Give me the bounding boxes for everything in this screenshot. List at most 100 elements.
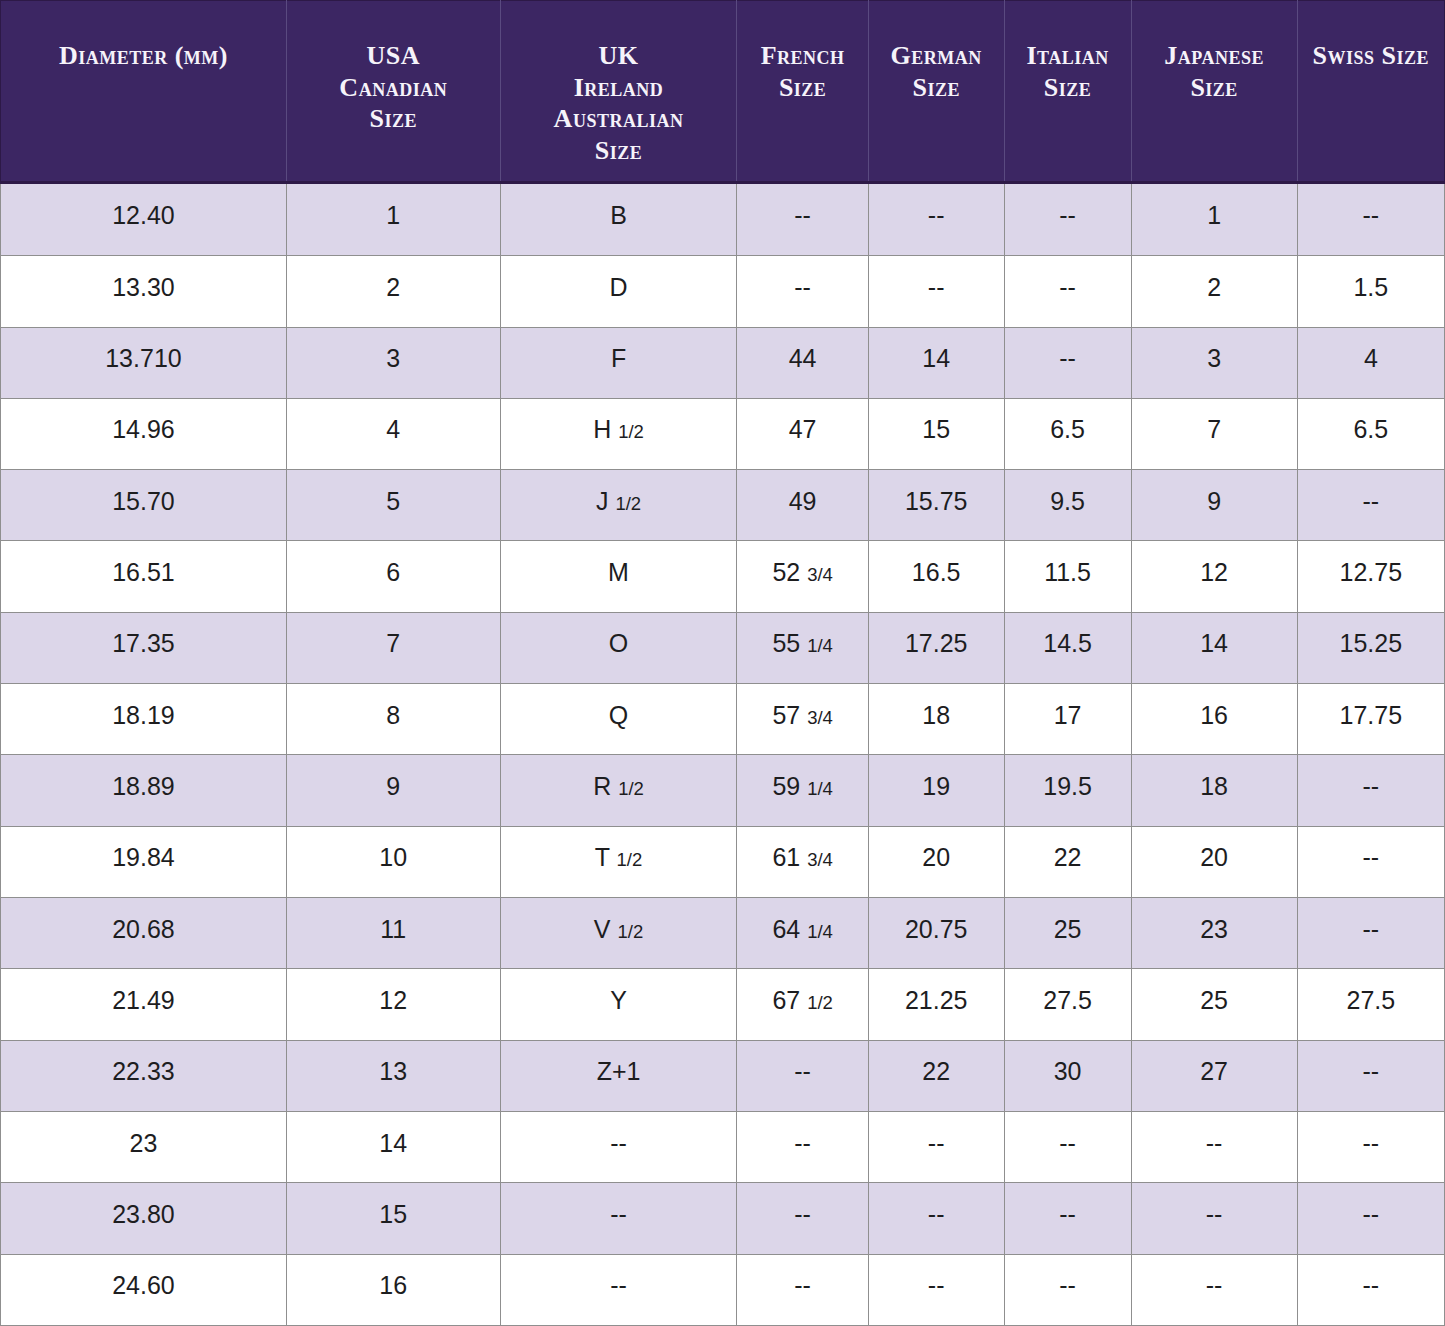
cell-german: 15.75 [868,470,1004,541]
cell-usa: 16 [286,1254,500,1325]
cell-uk: -- [500,1111,737,1182]
cell-usa: 11 [286,898,500,969]
cell-french: 44 [737,327,868,398]
cell-italian: -- [1004,327,1131,398]
cell-german: 22 [868,1040,1004,1111]
cell-french: 52 3/4 [737,541,868,612]
cell-german: 14 [868,327,1004,398]
cell-usa: 8 [286,684,500,755]
cell-french: 59 1/4 [737,755,868,826]
cell-german: 19 [868,755,1004,826]
cell-french: -- [737,1183,868,1254]
cell-italian: 11.5 [1004,541,1131,612]
cell-japanese: 16 [1131,684,1297,755]
cell-italian: 14.5 [1004,612,1131,683]
cell-german: 17.25 [868,612,1004,683]
table-row: 18.198Q57 3/418171617.75 [1,684,1445,755]
cell-usa: 6 [286,541,500,612]
cell-diameter: 13.710 [1,327,287,398]
fraction-text: 1/2 [617,921,643,942]
cell-italian: -- [1004,1183,1131,1254]
cell-usa: 5 [286,470,500,541]
cell-italian: 9.5 [1004,470,1131,541]
cell-usa: 2 [286,256,500,327]
cell-japanese: -- [1131,1183,1297,1254]
cell-swiss: -- [1297,1111,1444,1182]
cell-usa: 14 [286,1111,500,1182]
cell-italian: 17 [1004,684,1131,755]
cell-uk: H 1/2 [500,398,737,469]
cell-diameter: 18.19 [1,684,287,755]
table-body: 12.401B------1--13.302D------21.513.7103… [1,183,1445,1326]
header-japanese-size: Japanese Size [1131,1,1297,183]
fraction-text: 3/4 [807,707,833,728]
cell-italian: 30 [1004,1040,1131,1111]
cell-german: 16.5 [868,541,1004,612]
cell-french: 61 3/4 [737,826,868,897]
table-row: 24.6016------------ [1,1254,1445,1325]
cell-french: -- [737,256,868,327]
cell-french: -- [737,1111,868,1182]
cell-uk: M [500,541,737,612]
cell-german: -- [868,183,1004,256]
cell-italian: -- [1004,256,1131,327]
cell-swiss: 15.25 [1297,612,1444,683]
cell-french: -- [737,1040,868,1111]
cell-german: 20.75 [868,898,1004,969]
cell-german: 15 [868,398,1004,469]
cell-diameter: 18.89 [1,755,287,826]
cell-uk: V 1/2 [500,898,737,969]
ring-size-conversion-table: Diameter (mm) USA Canadian Size UK Irela… [0,0,1445,1326]
cell-japanese: 14 [1131,612,1297,683]
fraction-text: 1/2 [807,992,833,1013]
cell-diameter: 23.80 [1,1183,287,1254]
cell-uk: O [500,612,737,683]
fraction-text: 1/4 [807,635,833,656]
header-french-size: French Size [737,1,868,183]
cell-japanese: 3 [1131,327,1297,398]
table-row: 15.705J 1/24915.759.59-- [1,470,1445,541]
table-row: 18.899R 1/259 1/41919.518-- [1,755,1445,826]
cell-swiss: 1.5 [1297,256,1444,327]
cell-japanese: 12 [1131,541,1297,612]
cell-japanese: 20 [1131,826,1297,897]
cell-swiss: -- [1297,826,1444,897]
cell-french: -- [737,1254,868,1325]
cell-french: -- [737,183,868,256]
cell-italian: -- [1004,183,1131,256]
cell-french: 47 [737,398,868,469]
cell-japanese: 2 [1131,256,1297,327]
cell-diameter: 17.35 [1,612,287,683]
cell-french: 55 1/4 [737,612,868,683]
table-row: 21.4912Y67 1/221.2527.52527.5 [1,969,1445,1040]
cell-diameter: 16.51 [1,541,287,612]
header-german-size: German Size [868,1,1004,183]
cell-usa: 9 [286,755,500,826]
fraction-text: 1/4 [807,778,833,799]
cell-uk: Y [500,969,737,1040]
cell-usa: 1 [286,183,500,256]
cell-italian: -- [1004,1254,1131,1325]
cell-italian: 19.5 [1004,755,1131,826]
cell-diameter: 14.96 [1,398,287,469]
cell-diameter: 12.40 [1,183,287,256]
cell-japanese: 18 [1131,755,1297,826]
table-row: 14.964H 1/247156.576.5 [1,398,1445,469]
cell-swiss: 6.5 [1297,398,1444,469]
header-row: Diameter (mm) USA Canadian Size UK Irela… [1,1,1445,183]
cell-swiss: -- [1297,898,1444,969]
cell-german: 18 [868,684,1004,755]
cell-french: 57 3/4 [737,684,868,755]
cell-japanese: 9 [1131,470,1297,541]
table-row: 19.8410T 1/261 3/4202220-- [1,826,1445,897]
cell-japanese: -- [1131,1254,1297,1325]
table-row: 22.3313Z+1--223027-- [1,1040,1445,1111]
cell-usa: 7 [286,612,500,683]
cell-japanese: 23 [1131,898,1297,969]
cell-german: -- [868,256,1004,327]
cell-usa: 12 [286,969,500,1040]
cell-swiss: 27.5 [1297,969,1444,1040]
cell-diameter: 13.30 [1,256,287,327]
cell-uk: F [500,327,737,398]
cell-uk: R 1/2 [500,755,737,826]
